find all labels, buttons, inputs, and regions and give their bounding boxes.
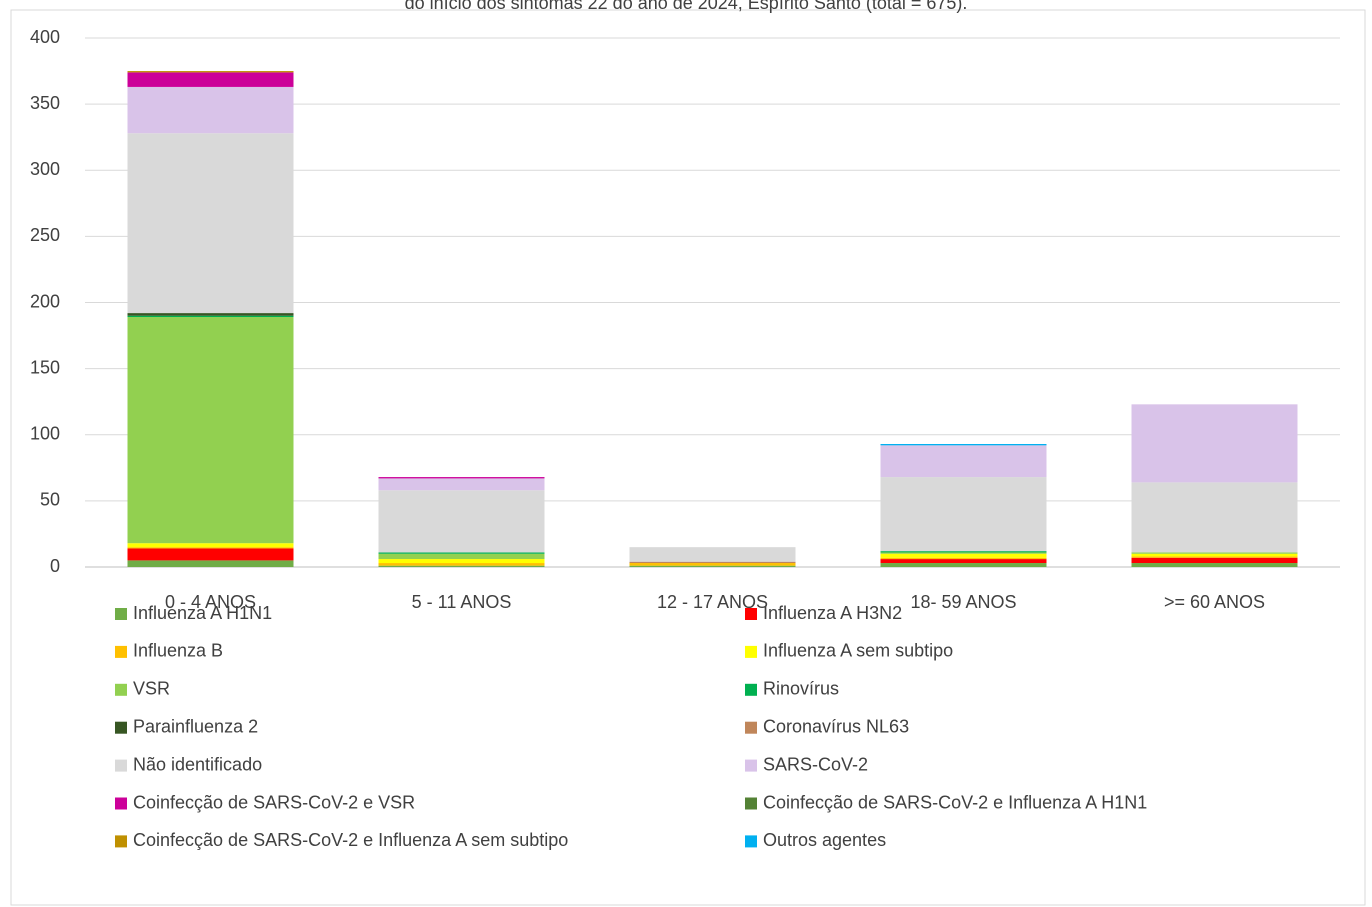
bar-segment: [880, 477, 1047, 552]
x-tick-label: >= 60 ANOS: [1164, 592, 1265, 612]
legend-swatch: [115, 797, 127, 810]
bar-segment: [629, 565, 796, 567]
legend-swatch: [115, 645, 127, 658]
bar-segment: [629, 547, 796, 562]
y-tick-label: 300: [30, 159, 60, 179]
bar-segment: [1131, 482, 1298, 553]
bar-segment: [880, 563, 1047, 567]
bar-segment: [880, 557, 1047, 560]
legend-label: Influenza B: [133, 641, 223, 661]
bar-segment: [127, 543, 294, 548]
legend-swatch: [115, 683, 127, 696]
bar-segment: [378, 477, 545, 479]
chart-title: do início dos sintomas 22 do ano de 2024…: [405, 0, 968, 13]
legend-swatch: [115, 721, 127, 734]
x-tick-label: 12 - 17 ANOS: [657, 592, 768, 612]
y-tick-label: 50: [40, 490, 60, 510]
y-tick-label: 150: [30, 357, 60, 377]
x-tick-label: 5 - 11 ANOS: [412, 592, 512, 612]
legend-label: SARS-CoV-2: [763, 754, 868, 774]
legend-label: Influenza A H3N2: [763, 603, 902, 623]
legend-swatch: [745, 721, 757, 734]
legend-swatch: [745, 608, 757, 620]
legend-label: Coinfecção de SARS-CoV-2 e Influenza A s…: [133, 830, 568, 850]
legend-label: VSR: [133, 679, 170, 699]
y-tick-label: 100: [30, 424, 60, 444]
bar-segment: [378, 565, 545, 567]
bar-segment: [880, 551, 1047, 553]
bar-segment: [1131, 557, 1298, 564]
bar-segment: [127, 72, 294, 87]
legend-swatch: [115, 759, 127, 772]
legend-swatch: [115, 608, 127, 620]
y-tick-label: 200: [30, 291, 60, 311]
legend-label: Influenza A sem subtipo: [763, 641, 953, 661]
legend-label: Parainfluenza 2: [133, 716, 258, 736]
y-tick-label: 0: [50, 556, 60, 576]
legend-label: Rinovírus: [763, 679, 839, 699]
bar-segment: [127, 317, 294, 544]
bar-segment: [127, 133, 294, 314]
y-tick-label: 250: [30, 225, 60, 245]
y-tick-label: 350: [30, 93, 60, 113]
legend-swatch: [745, 683, 757, 696]
bar-segment: [378, 553, 545, 560]
bar-segment: [880, 444, 1047, 446]
bar-segment: [1131, 553, 1298, 557]
legend-swatch: [115, 835, 127, 848]
bar-segment: [1131, 563, 1298, 567]
x-tick-label: 0 - 4 ANOS: [165, 592, 256, 612]
legend-swatch: [745, 797, 757, 810]
bar-segment: [880, 559, 1047, 564]
legend-swatch: [745, 759, 757, 772]
legend-label: Não identificado: [133, 754, 262, 774]
bar-segment: [1131, 552, 1298, 554]
legend-swatch: [745, 645, 757, 658]
bar-segment: [378, 559, 545, 564]
legend-label: Coinfecção de SARS-CoV-2 e VSR: [133, 792, 415, 812]
bar-segment: [1131, 404, 1298, 483]
legend-label: Outros agentes: [763, 830, 886, 850]
legend-label: Influenza A H1N1: [133, 603, 272, 623]
x-tick-label: 18- 59 ANOS: [910, 592, 1016, 612]
legend-swatch: [745, 835, 757, 848]
bar-segment: [127, 548, 294, 561]
bar-segment: [880, 445, 1047, 478]
bar-segment: [880, 553, 1047, 558]
legend-label: Coinfecção de SARS-CoV-2 e Influenza A H…: [763, 792, 1147, 812]
legend-label: Coronavírus NL63: [763, 716, 909, 736]
bar-segment: [629, 563, 796, 566]
bar-segment: [127, 315, 294, 318]
bar-segment: [378, 563, 545, 566]
bar-segment: [378, 478, 545, 491]
bar-segment: [1131, 556, 1298, 558]
bar-segment: [127, 560, 294, 567]
bar-segment: [127, 86, 294, 134]
bar-segment: [629, 561, 796, 564]
bar-segment: [378, 490, 545, 553]
bar-segment: [880, 552, 1047, 554]
bar-segment: [127, 313, 294, 316]
bar-segment: [378, 552, 545, 554]
bar-segment: [127, 547, 294, 549]
bar-segment: [127, 71, 294, 73]
y-tick-label: 400: [30, 27, 60, 47]
chart-border: [10, 9, 1366, 906]
